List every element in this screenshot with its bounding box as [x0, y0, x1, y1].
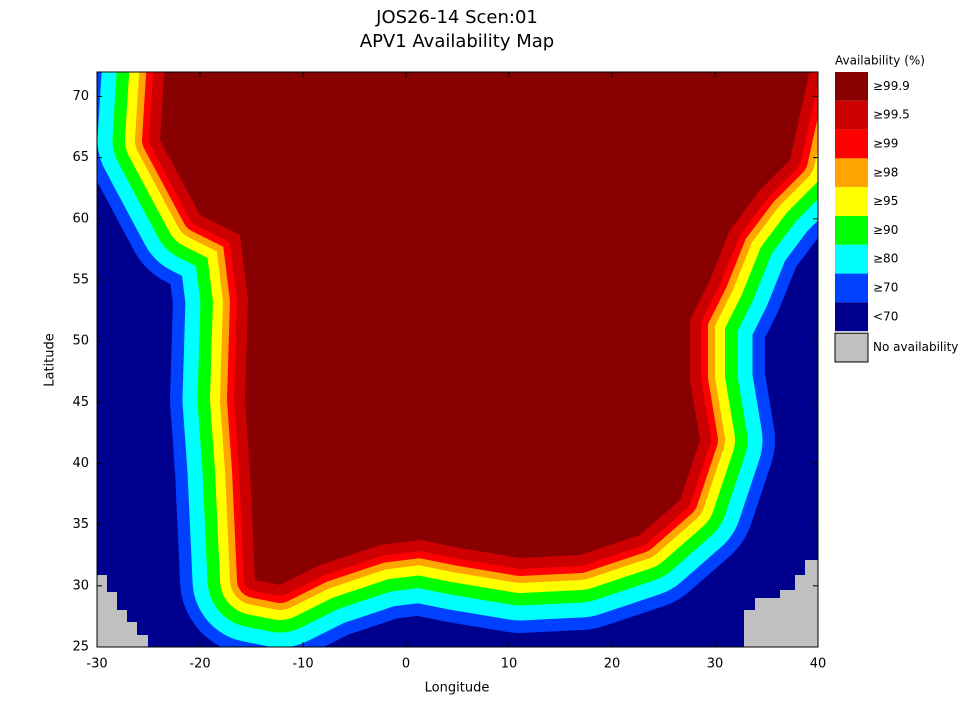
- legend-label: <70: [873, 309, 898, 323]
- x-tick-label: 0: [402, 657, 410, 672]
- legend-label: No availability: [873, 340, 958, 354]
- y-tick-label: 45: [72, 395, 89, 410]
- plot-frame: [96, 71, 819, 648]
- x-tick-label: 20: [604, 657, 621, 672]
- y-tick-label: 55: [72, 272, 89, 287]
- legend-label: ≥99.9: [873, 79, 910, 93]
- y-tick-label: 50: [72, 334, 89, 349]
- legend-swatch: [835, 244, 868, 274]
- legend-title: Availability (%): [835, 54, 925, 68]
- legend-label: ≥70: [873, 281, 898, 295]
- x-tick-label: 10: [501, 657, 518, 672]
- chart-title: JOS26-14 Scen:01: [375, 7, 538, 28]
- map-area: [97, 72, 818, 647]
- x-tick-label: -20: [189, 657, 210, 672]
- y-tick-label: 70: [72, 89, 89, 104]
- legend-swatch: [835, 100, 868, 130]
- y-tick-label: 30: [72, 578, 89, 593]
- legend-swatch: [835, 72, 868, 101]
- x-tick-label: 40: [810, 657, 827, 672]
- legend-swatch: [835, 187, 868, 216]
- legend-swatch: [834, 332, 869, 363]
- y-tick-label: 35: [72, 517, 89, 532]
- no-availability-region: [97, 575, 148, 647]
- x-axis-label: Longitude: [425, 681, 490, 696]
- y-axis-label: Latitude: [43, 333, 58, 387]
- legend-label: ≥99.5: [873, 108, 910, 122]
- y-tick-label: 40: [72, 456, 89, 471]
- legend-label: ≥95: [873, 194, 898, 208]
- chart-subtitle: APV1 Availability Map: [360, 31, 554, 52]
- legend-label: ≥98: [873, 165, 898, 179]
- x-tick-label: -10: [292, 657, 313, 672]
- legend-swatch: [835, 129, 868, 159]
- x-tick-label: -30: [86, 657, 107, 672]
- x-tick-label: 30: [707, 657, 724, 672]
- y-tick-label: 65: [72, 150, 89, 165]
- legend-swatch: [835, 302, 868, 332]
- y-tick-label: 60: [72, 211, 89, 226]
- legend-label: ≥90: [873, 223, 898, 237]
- y-tick-label: 25: [72, 640, 89, 655]
- no-availability-region: [744, 560, 818, 647]
- legend-label: ≥80: [873, 252, 898, 266]
- legend-label: ≥99: [873, 137, 898, 151]
- legend-swatch: [835, 158, 868, 188]
- band-region: [160, 72, 810, 585]
- legend-swatch: [835, 216, 868, 245]
- legend-swatch: [835, 273, 868, 303]
